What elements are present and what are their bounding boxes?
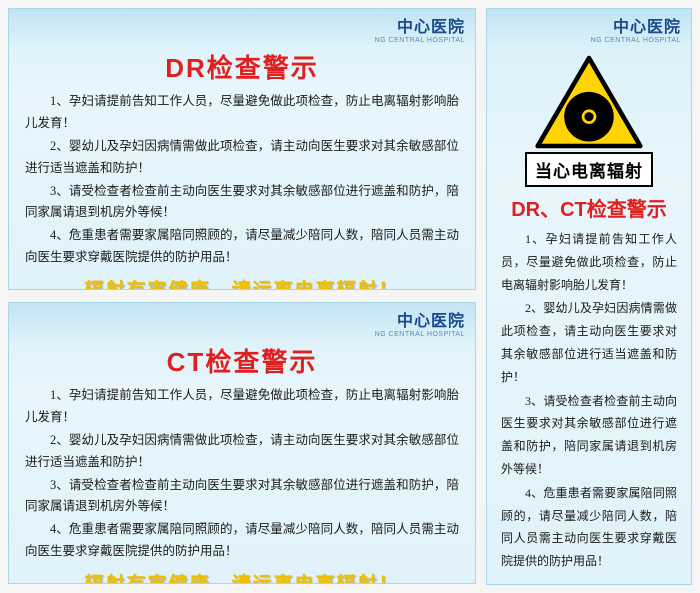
hospital-name-cn: 中心医院	[375, 307, 465, 331]
dr-footer: 辐射有害健康，请远离电离辐射！	[9, 275, 475, 290]
hospital-name-en: NG CENTRAL HOSPITAL	[375, 331, 465, 338]
dr-warning-panel: 中心医院 NG CENTRAL HOSPITAL DR检查警示 1、孕妇请提前告…	[8, 8, 476, 290]
hospital-name-cn: 中心医院	[591, 13, 681, 37]
v-item: 4、危重患者需要家属陪同照顾的，请尽量减少陪同人数，陪同人员需主动向医生要求穿戴…	[501, 482, 677, 573]
vertical-warning-panel: 中心医院 NG CENTRAL HOSPITAL	[486, 8, 692, 585]
ct-title: CT检查警示	[9, 342, 475, 379]
hospital-name-cn: 中心医院	[375, 13, 465, 37]
hospital-block: 中心医院 NG CENTRAL HOSPITAL	[375, 307, 465, 338]
dr-item: 4、危重患者需要家属陪同照顾的，请尽量减少陪同人数，陪同人员需主动向医生要求穿戴…	[25, 225, 459, 269]
panel-header: 中心医院 NG CENTRAL HOSPITAL	[9, 9, 475, 46]
v-item: 3、请受检查者检查前主动向医生要求对其余敏感部位进行遮盖和防护，陪同家属请退到机…	[501, 390, 677, 481]
ct-item: 1、孕妇请提前告知工作人员，尽量避免做此项检查，防止电离辐射影响胎儿发育！	[25, 385, 459, 429]
hospital-block: 中心医院 NG CENTRAL HOSPITAL	[375, 13, 465, 44]
panel-header: 中心医院 NG CENTRAL HOSPITAL	[487, 9, 691, 46]
ct-item: 2、婴幼儿及孕妇因病情需做此项检查，请主动向医生要求对其余敏感部位进行适当遮盖和…	[25, 430, 459, 474]
vertical-title: DR、CT检查警示	[487, 193, 691, 222]
hospital-block: 中心医院 NG CENTRAL HOSPITAL	[591, 13, 681, 44]
vertical-footer: 辐射有害健康，请远离电离辐射！	[487, 583, 691, 585]
ct-item: 4、危重患者需要家属陪同照顾的，请尽量减少陪同人数，陪同人员需主动向医生要求穿戴…	[25, 519, 459, 563]
ct-item: 3、请受检查者检查前主动向医生要求对其余敏感部位进行遮盖和防护，陪同家属请退到机…	[25, 475, 459, 519]
hazard-label: 当心电离辐射	[525, 152, 653, 187]
dr-item: 2、婴幼儿及孕妇因病情需做此项检查，请主动向医生要求对其余敏感部位进行适当遮盖和…	[25, 136, 459, 180]
ct-footer: 辐射有害健康，请远离电离辐射！	[9, 569, 475, 584]
v-item: 2、婴幼儿及孕妇因病情需做此项检查，请主动向医生要求对其余敏感部位进行适当遮盖和…	[501, 297, 677, 388]
dr-item: 3、请受检查者检查前主动向医生要求对其余敏感部位进行遮盖和防护，陪同家属请退到机…	[25, 181, 459, 225]
radiation-hazard-icon	[534, 54, 644, 150]
dr-title: DR检查警示	[9, 48, 475, 85]
v-item: 1、孕妇请提前告知工作人员，尽量避免做此项检查，防止电离辐射影响胎儿发育！	[501, 228, 677, 296]
panel-header: 中心医院 NG CENTRAL HOSPITAL	[9, 303, 475, 340]
hospital-name-en: NG CENTRAL HOSPITAL	[591, 37, 681, 44]
dr-body: 1、孕妇请提前告知工作人员，尽量避免做此项检查，防止电离辐射影响胎儿发育！ 2、…	[9, 91, 475, 269]
hazard-sign: 当心电离辐射	[487, 54, 691, 187]
vertical-body: 1、孕妇请提前告知工作人员，尽量避免做此项检查，防止电离辐射影响胎儿发育！ 2、…	[487, 228, 691, 573]
hospital-name-en: NG CENTRAL HOSPITAL	[375, 37, 465, 44]
dr-item: 1、孕妇请提前告知工作人员，尽量避免做此项检查，防止电离辐射影响胎儿发育！	[25, 91, 459, 135]
ct-warning-panel: 中心医院 NG CENTRAL HOSPITAL CT检查警示 1、孕妇请提前告…	[8, 302, 476, 584]
ct-body: 1、孕妇请提前告知工作人员，尽量避免做此项检查，防止电离辐射影响胎儿发育！ 2、…	[9, 385, 475, 563]
